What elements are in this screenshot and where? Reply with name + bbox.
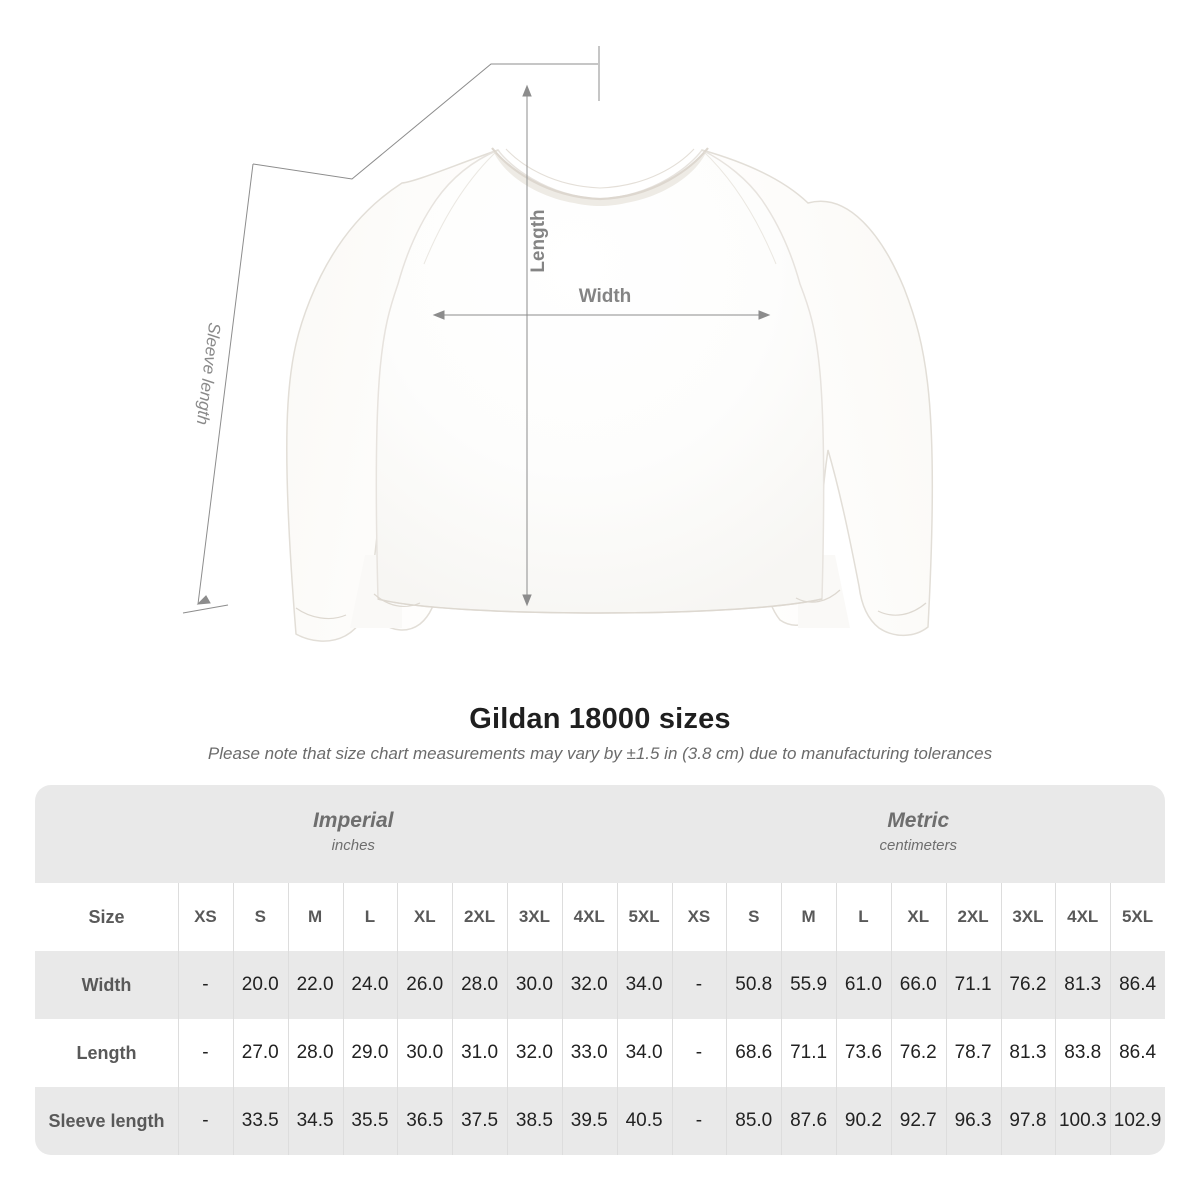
svg-text:Width: Width bbox=[579, 286, 632, 307]
svg-text:Length: Length bbox=[528, 209, 549, 272]
svg-text:Sleeve length: Sleeve length bbox=[193, 321, 224, 426]
